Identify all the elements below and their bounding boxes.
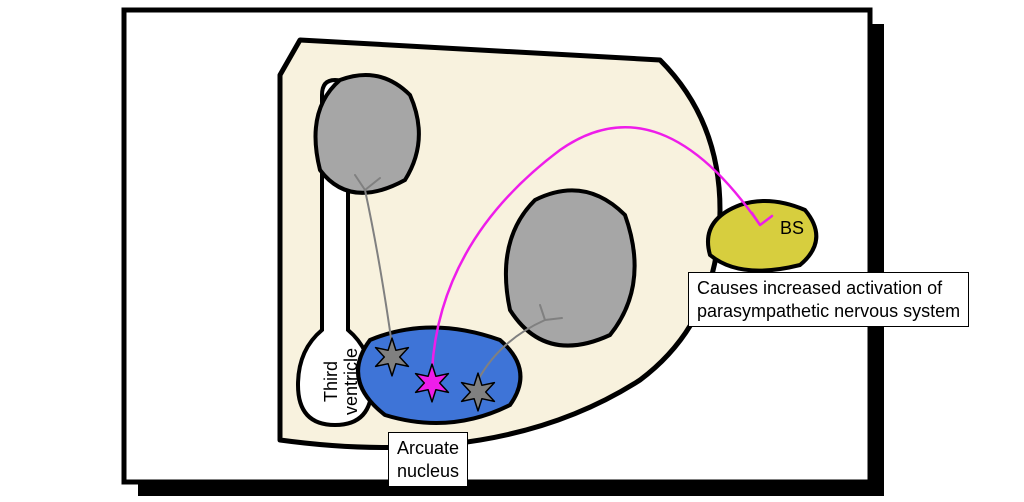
upper-grey-nucleus (316, 75, 419, 193)
parasympathetic-label-line2: parasympathetic nervous system (697, 300, 960, 323)
arcuate-label-line1: Arcuate (397, 437, 459, 460)
third-ventricle-line1: Third (321, 361, 341, 402)
third-ventricle-label: Third ventricle (322, 348, 362, 415)
right-grey-nucleus (506, 190, 635, 345)
diagram-svg (0, 0, 1024, 502)
parasympathetic-label-line1: Causes increased activation of (697, 277, 960, 300)
bs-label: BS (780, 218, 804, 239)
parasympathetic-label-box: Causes increased activation of parasympa… (688, 272, 969, 327)
third-ventricle-line2: ventricle (341, 348, 361, 415)
diagram-stage: BS Causes increased activation of parasy… (0, 0, 1024, 502)
arcuate-label-box: Arcuate nucleus (388, 432, 468, 487)
arcuate-label-line2: nucleus (397, 460, 459, 483)
